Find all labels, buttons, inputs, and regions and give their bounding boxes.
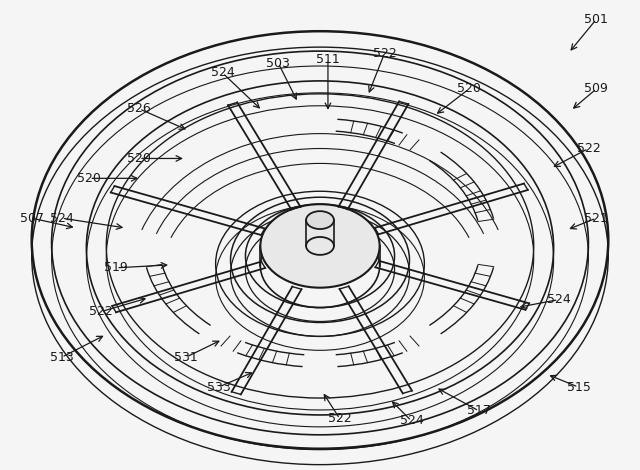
- Text: 507: 507: [20, 212, 44, 225]
- Text: 520: 520: [457, 82, 481, 95]
- Text: 526: 526: [127, 102, 151, 115]
- Ellipse shape: [260, 204, 380, 288]
- Text: 533: 533: [207, 381, 230, 393]
- Text: 524: 524: [547, 293, 570, 306]
- Text: 515: 515: [566, 381, 591, 393]
- Text: 524: 524: [399, 415, 423, 427]
- Text: 511: 511: [316, 53, 340, 65]
- Text: 513: 513: [50, 351, 74, 364]
- Text: 509: 509: [584, 82, 608, 95]
- Text: 524: 524: [50, 212, 74, 225]
- Text: 503: 503: [266, 56, 290, 70]
- Text: 521: 521: [584, 212, 608, 225]
- Text: 520: 520: [127, 152, 151, 165]
- Text: 522: 522: [90, 305, 113, 318]
- Text: 522: 522: [328, 412, 352, 425]
- Text: 522: 522: [577, 142, 600, 155]
- Ellipse shape: [306, 211, 334, 229]
- Text: 501: 501: [584, 13, 608, 26]
- Text: 524: 524: [211, 66, 234, 79]
- Text: 531: 531: [174, 351, 198, 364]
- Text: 517: 517: [467, 405, 491, 417]
- Text: 522: 522: [372, 47, 397, 60]
- Text: 520: 520: [77, 172, 101, 185]
- Text: 519: 519: [104, 261, 128, 274]
